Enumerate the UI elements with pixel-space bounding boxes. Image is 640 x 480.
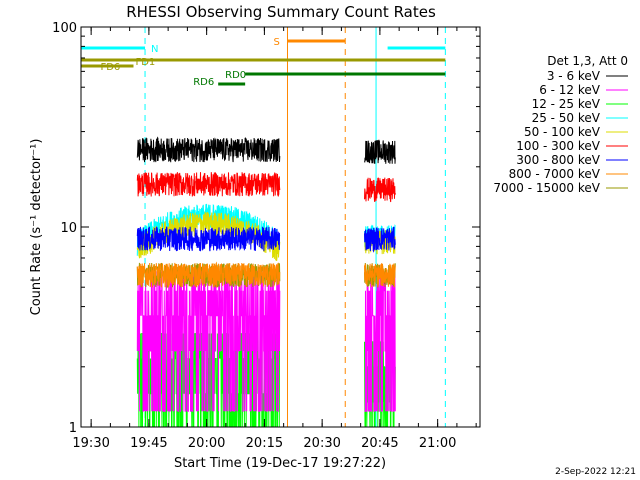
- chart-title: RHESSI Observing Summary Count Rates: [126, 3, 436, 21]
- legend-label: 3 - 6 keV: [547, 69, 601, 83]
- legend-title: Det 1,3, Att 0: [547, 54, 628, 68]
- series-line: [136, 333, 280, 428]
- flag-label: RD0: [225, 70, 246, 81]
- flag-label: S: [273, 37, 279, 48]
- flag-label: FD1: [135, 57, 155, 68]
- flag-label: N: [151, 44, 158, 55]
- series-line: [136, 226, 280, 252]
- y-axis: 1 10 100: [52, 21, 480, 436]
- x-axis-label: Start Time (19-Dec-17 19:27:22): [174, 456, 386, 471]
- series-line: [136, 261, 281, 288]
- x-tick-label: 20:45: [361, 436, 398, 451]
- legend-label: 300 - 800 keV: [516, 153, 600, 167]
- series-line: [364, 139, 396, 164]
- series-line: [364, 263, 396, 288]
- legend-label: 12 - 25 keV: [532, 97, 601, 111]
- x-tick-label: 20:15: [246, 436, 283, 451]
- x-tick-label: 20:00: [188, 436, 225, 451]
- series-line: [364, 177, 396, 203]
- flag-label: FD6: [100, 62, 120, 73]
- y-tick-label: 10: [60, 221, 77, 236]
- legend-label: 25 - 50 keV: [532, 111, 601, 125]
- series-line: [364, 270, 396, 412]
- legend-label: 6 - 12 keV: [539, 83, 601, 97]
- legend-label: 800 - 7000 keV: [509, 167, 601, 181]
- flag-label: RD6: [193, 77, 214, 88]
- y-axis-label: Count Rate (s⁻¹ detector⁻¹): [29, 139, 44, 316]
- x-axis: 19:30 19:45 20:00 20:15 20:30 20:45 21:00: [72, 27, 477, 451]
- series-line: [136, 270, 281, 412]
- legend-label: 100 - 300 keV: [516, 139, 600, 153]
- legend-label: 50 - 100 keV: [524, 125, 601, 139]
- legend-label: 7000 - 15000 keV: [493, 181, 600, 195]
- plot-area: N S FD1 FD6 RD0 RD6: [80, 27, 446, 428]
- y-tick-label: 100: [52, 21, 77, 36]
- x-tick-label: 21:00: [419, 436, 456, 451]
- series-line: [136, 172, 281, 197]
- series-line: [364, 226, 396, 253]
- footer-date: 2-Sep-2022 12:21: [555, 467, 636, 477]
- x-tick-label: 19:30: [72, 436, 109, 451]
- series-line: [136, 136, 281, 163]
- x-tick-label: 19:45: [130, 436, 167, 451]
- y-tick-label: 1: [69, 421, 77, 436]
- x-tick-label: 20:30: [303, 436, 340, 451]
